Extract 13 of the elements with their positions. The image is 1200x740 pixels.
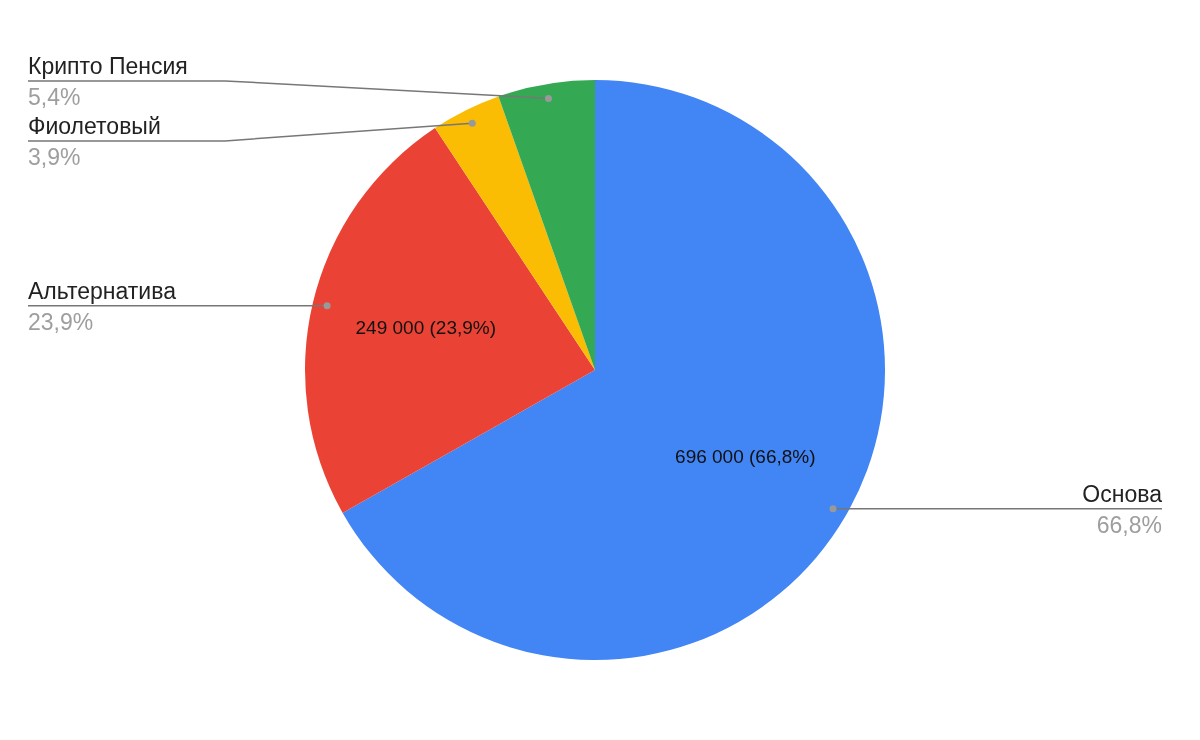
slice-label: Фиолетовый <box>28 112 161 139</box>
slice-label: Альтернатива <box>28 277 177 304</box>
text: 249 000 (23,9%) <box>355 317 497 339</box>
data-label: 23,9% <box>28 308 94 335</box>
slice-label: Крипто Пенсия <box>28 52 188 79</box>
pie-slice <box>305 128 595 513</box>
data-label: 5,4% <box>28 83 81 110</box>
data-label: 66,8% <box>1096 511 1162 538</box>
pie-slice <box>342 80 885 660</box>
text: 696 000 (66,8%) <box>675 445 816 467</box>
slice-label: Основа <box>1082 480 1163 507</box>
data-label: 3,9% <box>28 143 81 170</box>
pie-slice <box>498 80 595 370</box>
